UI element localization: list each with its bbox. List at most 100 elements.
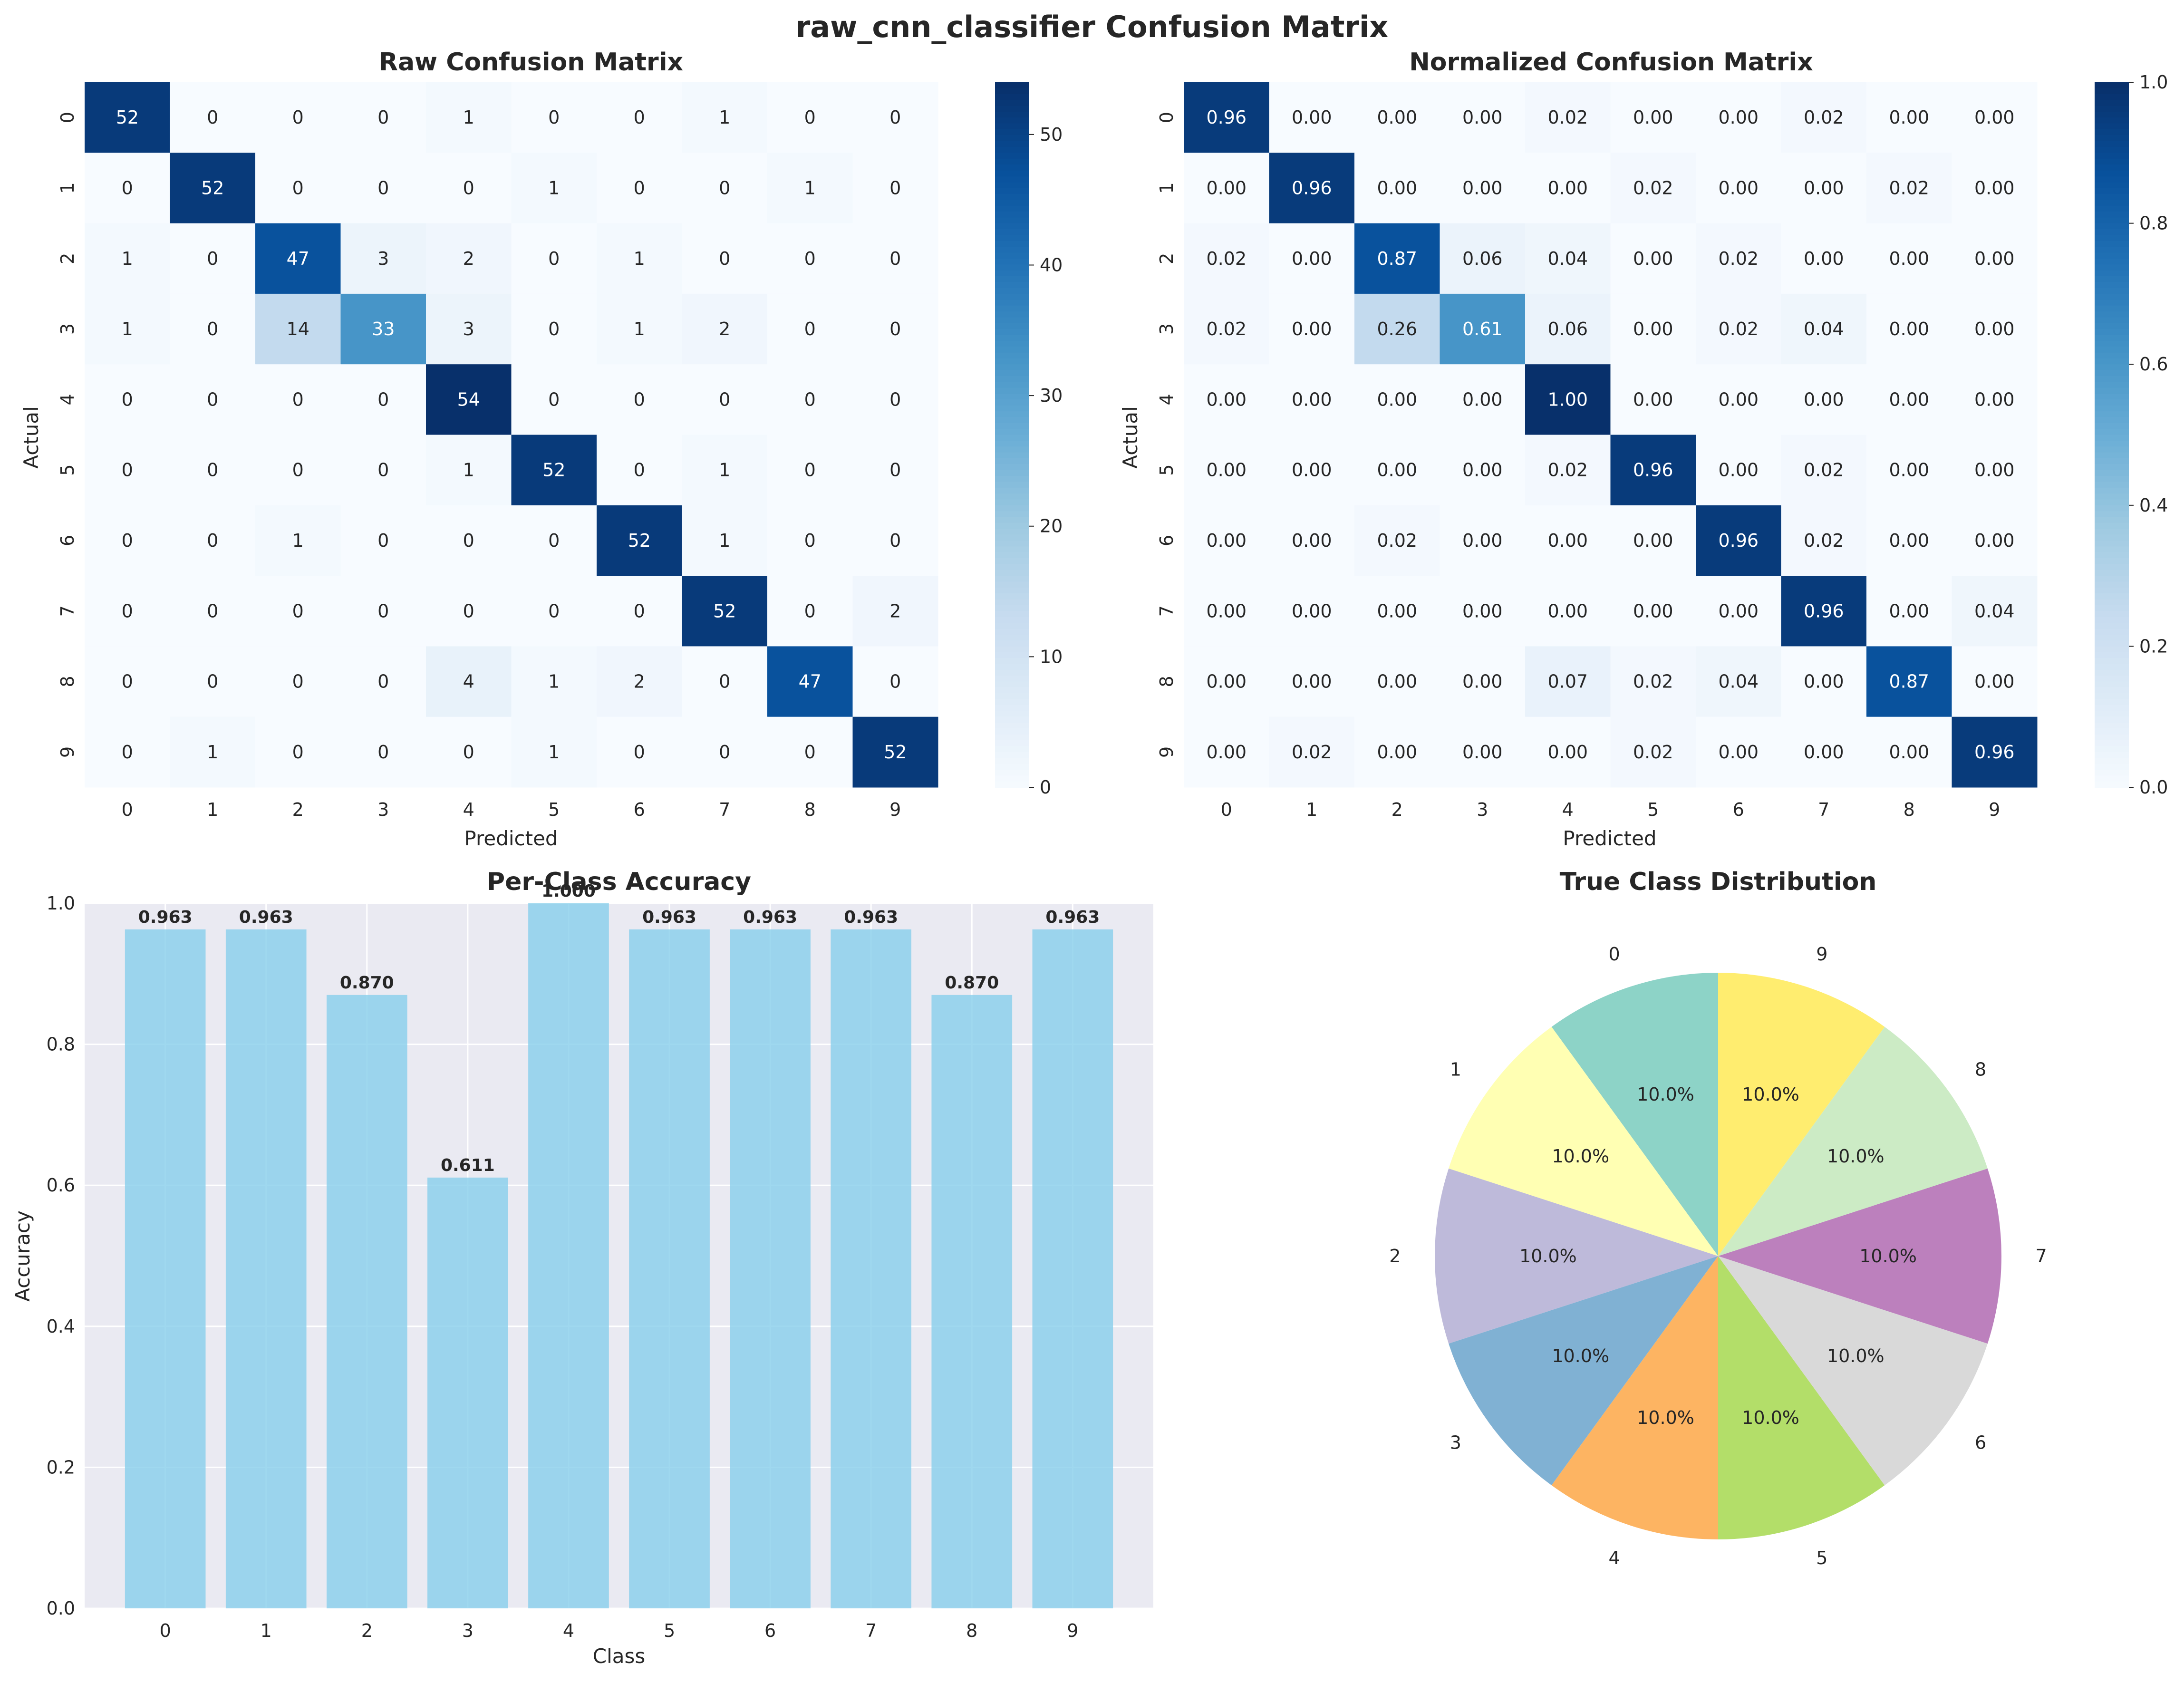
raw-colorbar-segment <box>995 476 1029 483</box>
raw-cell-value: 0 <box>207 319 218 339</box>
normalized-cell <box>1610 435 1696 506</box>
raw-cell-value: 0 <box>207 389 218 410</box>
normalized-colorbar-segment <box>2095 376 2129 383</box>
raw-ytick-label: 8 <box>57 676 78 687</box>
normalized-cell-value: 0.00 <box>1206 671 1247 692</box>
normalized-colorbar-segment <box>2095 529 2129 535</box>
normalized-cell-value: 0.00 <box>1377 671 1417 692</box>
distribution-slice-percent: 10.0% <box>1552 1345 1609 1366</box>
normalized-cell-value: 0.00 <box>1292 600 1332 621</box>
raw-colorbar-segment <box>995 288 1029 294</box>
raw-cell-value: 0 <box>804 248 816 269</box>
raw-cell <box>597 576 682 647</box>
raw-colorbar-segment <box>995 317 1029 324</box>
raw-cell-value: 0 <box>719 177 730 198</box>
raw-cell-value: 0 <box>122 671 133 692</box>
raw-cell-value: 1 <box>548 671 560 692</box>
raw-cell-value: 0 <box>889 319 901 339</box>
raw-cell <box>255 82 341 153</box>
raw-colorbar-segment <box>995 693 1029 700</box>
raw-cell-value: 1 <box>548 177 560 198</box>
raw-cell <box>682 505 768 576</box>
raw-xtick-label: 6 <box>634 799 645 820</box>
normalized-colorbar-segment <box>2095 711 2129 717</box>
raw-colorbar-segment <box>995 435 1029 441</box>
normalized-cell <box>1525 505 1611 576</box>
accuracy-bar-value-label: 0.963 <box>642 908 696 927</box>
normalized-colorbar-segment <box>2095 716 2129 724</box>
raw-cell <box>597 505 682 576</box>
raw-colorbar-segment <box>995 300 1029 306</box>
raw-colorbar-segment <box>995 734 1029 741</box>
normalized-xtick-label: 6 <box>1733 799 1744 820</box>
raw-ytick-label: 4 <box>57 394 78 405</box>
raw-cell <box>852 82 938 153</box>
raw-cell <box>426 646 512 717</box>
accuracy-bar-value-label: 0.870 <box>340 973 394 993</box>
normalized-cell-value: 0.00 <box>1633 389 1673 410</box>
distribution-slice-percent: 10.0% <box>1637 1407 1694 1428</box>
normalized-cell-value: 0.00 <box>1718 107 1759 128</box>
raw-matrix-yticks: 0 1 2 3 4 5 6 7 8 9 <box>57 112 78 758</box>
normalized-cell-value: 0.96 <box>1292 177 1332 198</box>
raw-cell-value: 0 <box>292 107 304 128</box>
normalized-colorbar-segment <box>2095 611 2129 618</box>
raw-cell-value: 1 <box>719 530 730 551</box>
raw-colorbar-segment <box>995 529 1029 535</box>
normalized-cell-value: 0.96 <box>1206 107 1247 128</box>
accuracy-ytick-label: 0.0 <box>47 1598 75 1619</box>
raw-colorbar-segment <box>995 200 1029 206</box>
normalized-colorbar-segment <box>2095 734 2129 741</box>
raw-cell-value: 0 <box>804 460 816 481</box>
raw-cell-value: 0 <box>634 389 645 410</box>
raw-colorbar-segment <box>995 487 1029 494</box>
raw-colorbar-tick-label: 30 <box>1040 385 1063 406</box>
raw-cell <box>511 646 597 717</box>
normalized-cell <box>1781 646 1867 717</box>
normalized-cell <box>1952 505 2038 576</box>
normalized-colorbar-segment <box>2095 622 2129 629</box>
normalized-colorbar-segment <box>2095 522 2129 530</box>
raw-cell-value: 1 <box>122 248 133 269</box>
raw-colorbar-segment <box>995 611 1029 618</box>
normalized-cell-value: 0.04 <box>1547 248 1588 269</box>
raw-colorbar-segment <box>995 599 1029 606</box>
raw-cell <box>340 646 426 717</box>
accuracy-xtick-label: 1 <box>261 1620 272 1641</box>
raw-cell-value: 0 <box>889 671 901 692</box>
raw-colorbar-segment <box>995 482 1029 488</box>
normalized-cell-value: 0.00 <box>1804 389 1844 410</box>
raw-cell-value: 0 <box>889 530 901 551</box>
distribution-slice-label: 3 <box>1450 1432 1461 1453</box>
raw-matrix-xlabel: Predicted <box>464 827 558 850</box>
normalized-cell-value: 0.26 <box>1377 319 1417 339</box>
normalized-cell-value: 0.02 <box>1547 107 1588 128</box>
raw-cell <box>511 435 597 506</box>
distribution-slice-label: 9 <box>1816 944 1827 965</box>
raw-xtick-label: 1 <box>207 799 218 820</box>
normalized-cell <box>1525 576 1611 647</box>
distribution-labels: 0 10.0% 1 10.0% 2 10.0% 3 10.0% 4 10.0% 5 10.0% 6 10.… <box>1389 944 2047 1568</box>
normalized-cell-value: 0.00 <box>1292 107 1332 128</box>
raw-cell-value: 3 <box>463 319 474 339</box>
raw-colorbar-segment <box>995 340 1029 348</box>
raw-cell <box>597 646 682 717</box>
raw-colorbar-segment <box>995 423 1029 430</box>
normalized-colorbar-segment <box>2095 476 2129 483</box>
accuracy-bar-value-label: 1.000 <box>541 881 596 901</box>
raw-cell-value: 0 <box>463 600 474 621</box>
raw-colorbar-segment <box>995 252 1029 259</box>
raw-colorbar-segment <box>995 94 1029 101</box>
raw-cell <box>85 293 170 365</box>
normalized-cell <box>1952 153 2038 224</box>
raw-colorbar-segment <box>995 681 1029 688</box>
normalized-cell-value: 0.00 <box>1377 742 1417 763</box>
normalized-colorbar-segment <box>2095 146 2129 154</box>
normalized-colorbar-segment <box>2095 141 2129 147</box>
raw-colorbar-segment <box>995 264 1029 271</box>
raw-cell <box>255 646 341 717</box>
raw-cell-value: 0 <box>889 107 901 128</box>
raw-colorbar-segment <box>995 88 1029 95</box>
normalized-cell <box>1952 223 2038 294</box>
normalized-cell <box>1781 293 1867 365</box>
